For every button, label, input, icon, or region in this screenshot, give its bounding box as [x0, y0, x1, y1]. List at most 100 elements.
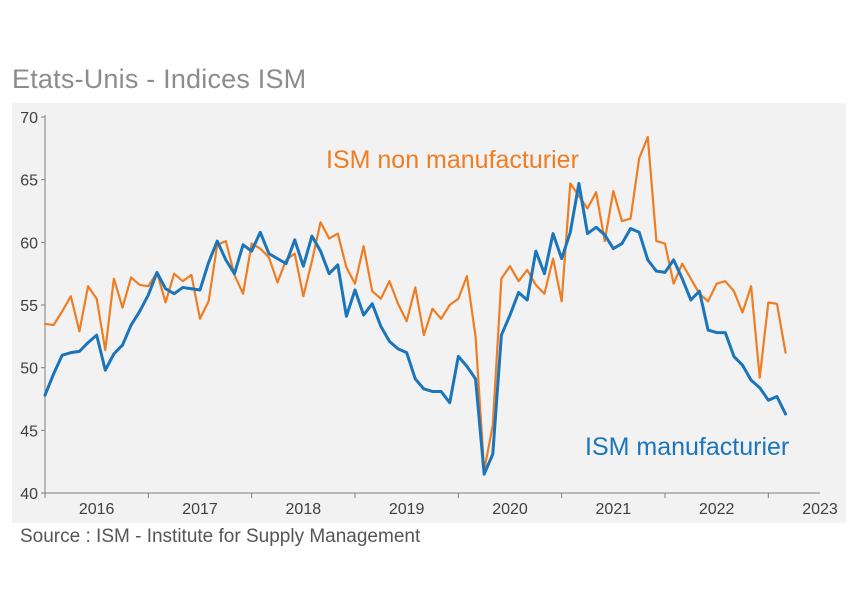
- data-point: [319, 221, 322, 224]
- data-point: [612, 190, 615, 192]
- data-point: [784, 413, 787, 415]
- x-tick-label: 2020: [492, 501, 528, 518]
- data-point: [414, 378, 417, 380]
- data-point: [164, 301, 167, 304]
- series-layer: [43, 135, 788, 476]
- data-point: [638, 157, 640, 160]
- data-point: [311, 260, 313, 262]
- data-point: [733, 290, 735, 293]
- data-point: [569, 231, 572, 234]
- data-point: [440, 317, 442, 320]
- data-point: [336, 264, 339, 266]
- data-point: [397, 302, 399, 305]
- data-point: [560, 300, 563, 303]
- data-point: [328, 237, 330, 240]
- data-point: [95, 334, 98, 336]
- data-point: [578, 195, 580, 197]
- data-point: [474, 378, 477, 380]
- data-point: [181, 280, 184, 282]
- data-point: [225, 259, 227, 261]
- data-point: [767, 301, 770, 304]
- data-point: [138, 284, 141, 286]
- data-point: [466, 275, 468, 277]
- data-point: [44, 394, 46, 397]
- data-point: [156, 271, 158, 274]
- data-point: [52, 324, 55, 326]
- data-point: [173, 272, 175, 275]
- data-point: [388, 280, 391, 282]
- data-point: [517, 291, 520, 294]
- data-point: [638, 231, 640, 234]
- data-point: [87, 341, 89, 344]
- data-point: [707, 300, 709, 303]
- data-point: [776, 395, 778, 398]
- y-tick-label: 50: [20, 361, 38, 378]
- data-point: [173, 292, 175, 295]
- data-point: [242, 292, 244, 295]
- data-point: [104, 369, 107, 371]
- data-point: [380, 297, 382, 300]
- data-point: [431, 390, 434, 393]
- data-point: [423, 388, 425, 390]
- data-point: [311, 235, 313, 237]
- data-point: [207, 300, 210, 303]
- series-points-manufacturier: [44, 182, 787, 476]
- data-point: [509, 314, 511, 316]
- x-tick-label: 2016: [79, 501, 115, 518]
- data-point: [690, 277, 692, 280]
- data-point: [509, 265, 511, 267]
- data-point: [655, 240, 658, 242]
- source-note: Source : ISM - Institute for Supply Mana…: [20, 526, 421, 547]
- data-point: [552, 232, 554, 235]
- data-point: [121, 344, 124, 346]
- data-point: [474, 335, 477, 338]
- data-point: [181, 286, 184, 289]
- data-point: [707, 329, 709, 331]
- data-point: [371, 302, 374, 305]
- data-point: [225, 240, 227, 242]
- series-points-non-manufacturier: [44, 136, 787, 472]
- data-point: [285, 262, 287, 265]
- data-point: [130, 276, 132, 279]
- data-point: [724, 280, 727, 282]
- data-point: [517, 280, 520, 282]
- series-line-manufacturier: [43, 181, 788, 476]
- data-point: [603, 240, 606, 242]
- data-point: [750, 379, 752, 382]
- data-point: [431, 307, 434, 310]
- data-point: [61, 354, 64, 356]
- data-point: [78, 350, 81, 353]
- data-point: [345, 315, 348, 318]
- line-chart: 40 45 50 55 60 65 70 2016 2017 2018 2019 2020 2021 20…: [20, 110, 838, 518]
- data-point: [750, 285, 752, 287]
- data-point: [664, 271, 666, 274]
- data-point: [190, 274, 193, 276]
- data-point: [681, 262, 684, 265]
- data-point: [733, 355, 735, 358]
- series-line-non-manufacturier: [43, 135, 787, 472]
- data-point: [405, 351, 408, 354]
- data-point: [578, 182, 580, 185]
- x-tick-label: 2023: [802, 501, 838, 518]
- data-point: [199, 317, 201, 320]
- data-point: [500, 277, 503, 280]
- data-point: [104, 349, 107, 351]
- label-ism-manufacturier: ISM manufacturier: [585, 433, 789, 461]
- data-point: [543, 292, 546, 295]
- data-point: [121, 306, 124, 309]
- y-tick-label: 45: [20, 423, 38, 440]
- data-point: [199, 289, 201, 291]
- data-point: [242, 244, 244, 246]
- x-tick-label: 2017: [182, 501, 218, 518]
- data-point: [483, 473, 485, 476]
- data-point: [259, 247, 262, 250]
- y-tick-label: 70: [20, 110, 38, 127]
- data-point: [371, 290, 374, 293]
- data-point: [491, 453, 494, 455]
- data-point: [448, 401, 451, 404]
- data-point: [681, 277, 684, 280]
- y-tick-label: 40: [20, 486, 38, 503]
- data-point: [526, 299, 529, 301]
- data-point: [603, 234, 606, 236]
- data-point: [664, 242, 666, 245]
